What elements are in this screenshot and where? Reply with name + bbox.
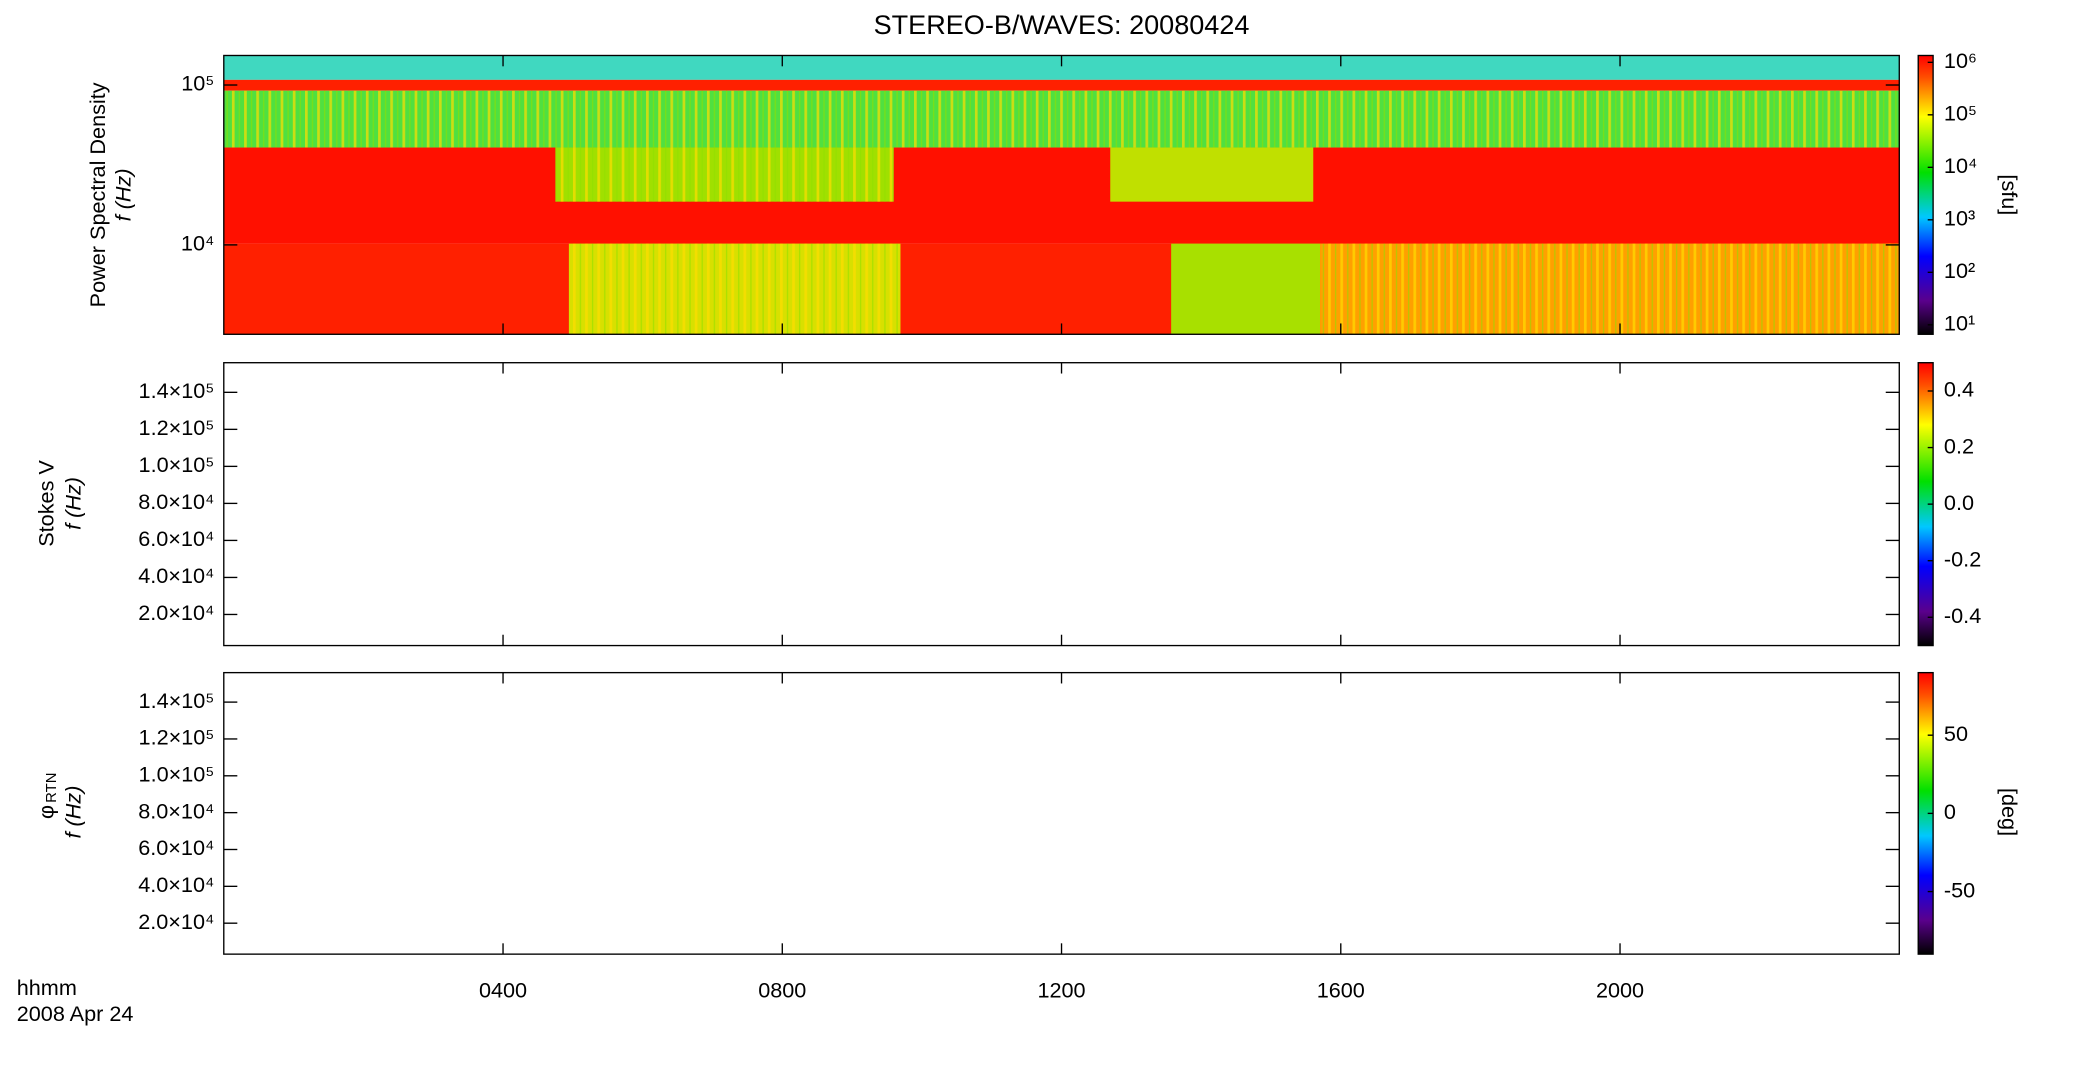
colorbar-tick-label: -0.2 [1944,546,1981,571]
y-tick-label: 10⁴ [181,231,214,256]
colorbar-tick-label: 10² [1944,258,1975,283]
colorbar-label: [deg] [1997,788,2022,836]
y-tick-label: 1.0×10⁵ [139,452,215,477]
colorbar-tick-label: 10⁵ [1944,101,1977,126]
x-axis-label: 2008 Apr 24 [17,1001,134,1026]
colorbar [1917,54,1934,335]
spectrogram [223,55,1900,335]
colorbar-tick-label: -50 [1944,877,1975,902]
y-tick-label: 2.0×10⁴ [138,909,214,934]
plot-frame [223,362,1900,647]
y-tick-label: 1.0×10⁵ [139,762,215,787]
chart-title: STEREO-B/WAVES: 20080424 [874,10,1250,40]
y-axis-label: Power Spectral Density [85,82,110,307]
y-tick-label: 8.0×10⁴ [138,489,214,514]
x-tick-label: 0400 [479,978,527,1003]
colorbar-tick-label: 0 [1944,799,1956,824]
plot-frame [223,671,1900,955]
y-tick-label: 2.0×10⁴ [138,600,214,625]
colorbar-label: [sfu] [1997,174,2022,215]
y-tick-label: 1.2×10⁵ [139,725,215,750]
y-tick-label: 8.0×10⁴ [138,798,214,823]
colorbar-tick-label: 0.4 [1944,377,1974,402]
colorbar-tick-label: 50 [1944,721,1968,746]
y-axis-label-sub: RTN [44,773,60,803]
x-axis-label: hhmm [17,975,77,1000]
y-tick-label: 1.2×10⁵ [139,415,215,440]
colorbar-tick-label: 0.0 [1944,490,1974,515]
y-axis-label: f (Hz) [111,168,136,221]
y-tick-label: 1.4×10⁵ [139,688,215,713]
colorbar-tick-label: 10⁶ [1944,48,1977,73]
x-tick-label: 2000 [1596,978,1644,1003]
x-tick-label: 0800 [758,978,806,1003]
colorbar-tick-label: 10³ [1944,206,1975,231]
y-tick-label: 4.0×10⁴ [138,872,214,897]
y-tick-label: 10⁵ [181,71,214,96]
colorbar-tick-label: -0.4 [1944,603,1981,628]
y-tick-label: 6.0×10⁴ [138,835,214,860]
y-axis-label: f (Hz) [61,477,86,530]
colorbar-tick-label: 0.2 [1944,433,1974,458]
x-tick-label: 1600 [1317,978,1365,1003]
y-tick-label: 1.4×10⁵ [139,378,215,403]
y-axis-label: φ [34,805,59,819]
y-axis-label: Stokes V [34,460,59,547]
y-tick-label: 6.0×10⁴ [138,526,214,551]
colorbar-tick-label: 10¹ [1944,311,1975,336]
y-tick-label: 4.0×10⁴ [138,563,214,588]
x-tick-label: 1200 [1037,978,1085,1003]
y-axis-label: f (Hz) [61,786,86,839]
colorbar-tick-label: 10⁴ [1944,153,1977,178]
